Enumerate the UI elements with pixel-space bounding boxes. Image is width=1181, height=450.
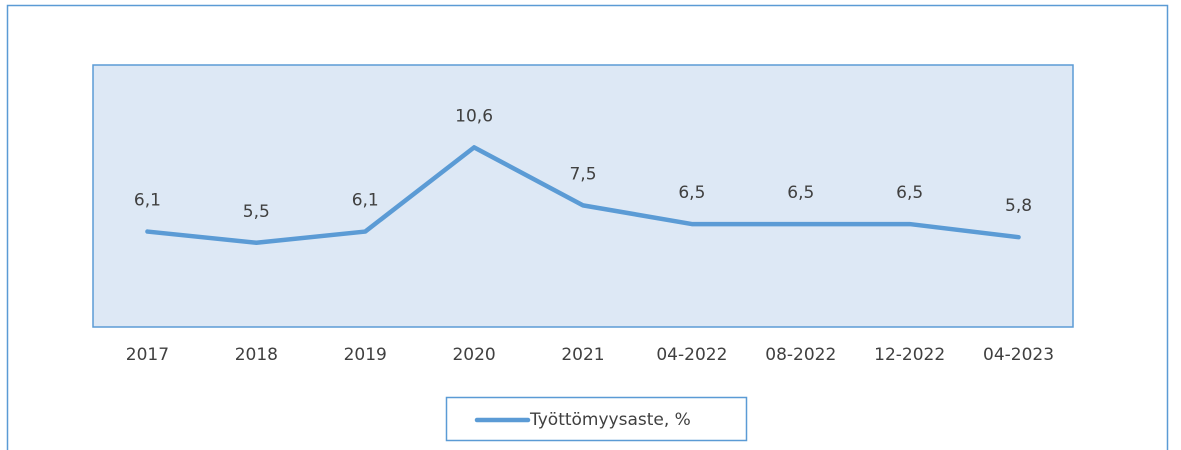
x-tick-label: 2021 <box>561 345 604 365</box>
data-label: 6,1 <box>134 191 161 211</box>
x-tick-label: 08-2022 <box>765 345 836 365</box>
data-label: 10,6 <box>455 106 493 126</box>
legend-label: Työttömyysaste, % <box>529 410 691 430</box>
x-tick-label: 04-2022 <box>656 345 727 365</box>
data-label: 6,5 <box>787 183 814 203</box>
x-tick-label: 04-2023 <box>983 345 1054 365</box>
data-label: 6,5 <box>896 183 923 203</box>
x-tick-label: 2017 <box>126 345 169 365</box>
plot-area <box>92 64 1074 328</box>
x-tick-label: 12-2022 <box>874 345 945 365</box>
data-label: 5,5 <box>243 202 270 222</box>
data-label: 6,5 <box>678 183 705 203</box>
x-tick-label: 2020 <box>452 345 495 365</box>
data-label: 7,5 <box>569 164 596 184</box>
data-label: 6,1 <box>352 191 379 211</box>
series-line <box>145 145 1021 246</box>
x-tick-label: 2019 <box>344 345 387 365</box>
data-label: 5,8 <box>1005 196 1032 216</box>
x-tick-label: 2018 <box>235 345 278 365</box>
